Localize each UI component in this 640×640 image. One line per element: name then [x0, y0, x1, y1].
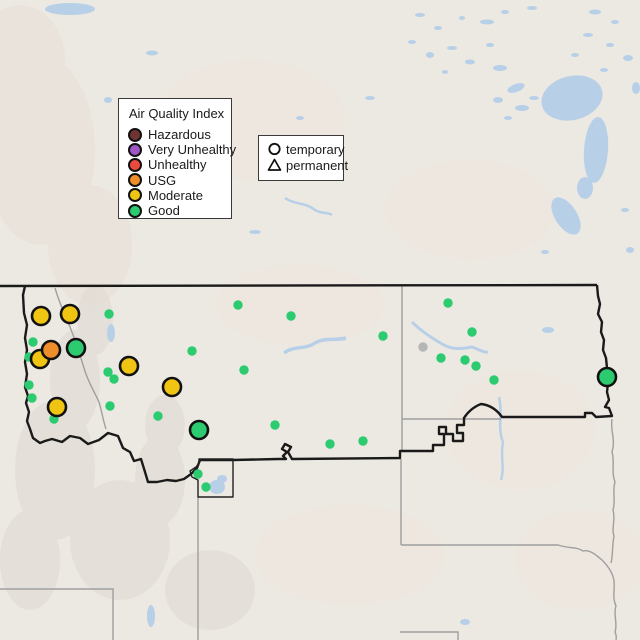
- park-boundary: [189, 458, 234, 498]
- legend-item-label: Moderate: [148, 187, 203, 203]
- station-marker[interactable]: [443, 298, 453, 308]
- legend-item-label: Unhealthy: [148, 157, 207, 173]
- station-marker[interactable]: [187, 346, 197, 356]
- station-marker[interactable]: [193, 469, 203, 479]
- moderate-swatch-icon: [128, 188, 142, 203]
- station-marker[interactable]: [358, 436, 368, 446]
- station-marker[interactable]: [161, 376, 183, 398]
- legend-item-good: Good: [128, 203, 231, 218]
- station-marker[interactable]: [325, 439, 335, 449]
- station-marker[interactable]: [378, 331, 388, 341]
- station-marker[interactable]: [46, 396, 68, 418]
- good-swatch-icon: [128, 203, 142, 218]
- station-marker[interactable]: [28, 337, 38, 347]
- station-marker[interactable]: [471, 361, 481, 371]
- usg-swatch-icon: [128, 173, 142, 188]
- station-marker[interactable]: [460, 355, 470, 365]
- legend-item-moderate: Moderate: [128, 188, 231, 203]
- legend-item-usg: USG: [128, 173, 231, 188]
- region-border: [0, 283, 614, 484]
- legend-item-temporary: temporary: [267, 141, 345, 157]
- hazardous-swatch-icon: [128, 127, 142, 142]
- unhealthy-swatch-icon: [128, 157, 142, 172]
- station-marker[interactable]: [59, 303, 81, 325]
- state-borders: [0, 285, 617, 640]
- marker-type-legend: temporary permanent: [258, 135, 348, 181]
- legend-item-label: Good: [148, 203, 180, 219]
- legend-item-unhealthy: Unhealthy: [128, 157, 231, 172]
- legend-item-label: USG: [148, 172, 177, 188]
- station-marker[interactable]: [239, 365, 249, 375]
- station-marker[interactable]: [270, 420, 280, 430]
- station-marker[interactable]: [286, 311, 296, 321]
- very-unhealthy-swatch-icon: [128, 142, 142, 157]
- terrain-shading: [0, 5, 640, 630]
- legend-item-hazardous: Hazardous: [128, 127, 231, 142]
- station-marker[interactable]: [104, 309, 114, 319]
- station-marker[interactable]: [118, 355, 140, 377]
- station-marker[interactable]: [436, 353, 446, 363]
- station-marker[interactable]: [27, 393, 37, 403]
- station-marker[interactable]: [233, 300, 243, 310]
- legend-item-label: permanent: [286, 157, 349, 173]
- temporary-circle-icon: [268, 142, 281, 156]
- legend-item-label: Very Unhealthy: [148, 142, 237, 158]
- legend-item-very-unhealthy: Very Unhealthy: [128, 142, 236, 157]
- aqi-legend-title: Air Quality Index: [128, 106, 225, 121]
- station-marker[interactable]: [153, 411, 163, 421]
- aqi-legend: Air Quality Index Hazardous Very Unhealt…: [118, 98, 236, 219]
- water-bodies: [45, 3, 640, 627]
- station-marker[interactable]: [596, 366, 618, 388]
- station-marker[interactable]: [201, 482, 211, 492]
- legend-item-label: Hazardous: [148, 127, 211, 143]
- station-marker[interactable]: [24, 380, 34, 390]
- station-marker[interactable]: [30, 305, 52, 327]
- permanent-triangle-icon: [267, 158, 282, 171]
- station-marker[interactable]: [103, 367, 113, 377]
- legend-item-permanent: permanent: [267, 157, 348, 173]
- station-markers-layer: [24, 298, 618, 492]
- station-marker[interactable]: [467, 327, 477, 337]
- station-marker[interactable]: [40, 339, 62, 361]
- station-marker[interactable]: [109, 374, 119, 384]
- legend-item-label: temporary: [286, 141, 345, 157]
- station-marker[interactable]: [489, 375, 499, 385]
- station-marker[interactable]: [418, 342, 428, 352]
- station-marker[interactable]: [188, 419, 210, 441]
- station-marker[interactable]: [105, 401, 115, 411]
- station-marker[interactable]: [65, 337, 87, 359]
